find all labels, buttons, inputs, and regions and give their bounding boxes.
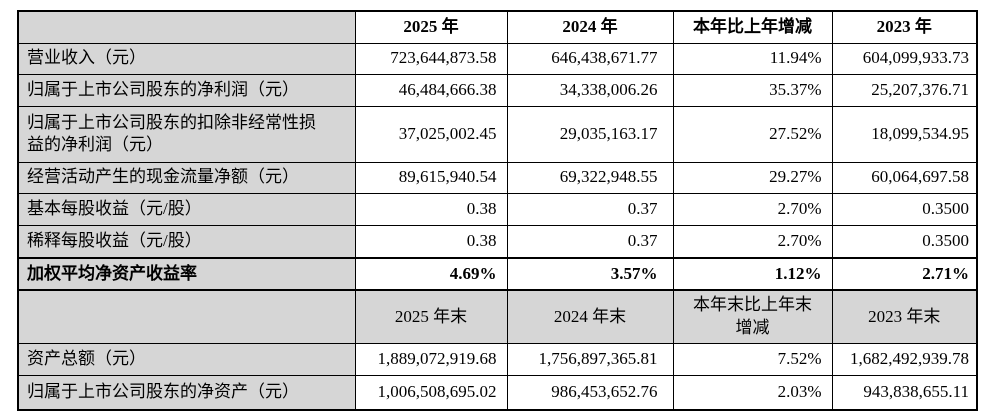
value-2025: 1,006,508,695.02 bbox=[354, 374, 508, 411]
row-label: 资产总额（元） bbox=[17, 342, 356, 376]
header-stub-cell bbox=[17, 10, 356, 44]
value-2024: 0.37 bbox=[506, 224, 674, 259]
value-2025: 723,644,873.58 bbox=[354, 42, 508, 75]
header-stub-cell bbox=[17, 289, 356, 344]
row-net-profit-attributable: 归属于上市公司股东的净利润（元） 46,484,666.38 34,338,00… bbox=[17, 73, 978, 107]
col-header-2025: 2025 年 bbox=[354, 10, 508, 44]
value-change: 2.03% bbox=[672, 374, 833, 411]
value-change: 29.27% bbox=[672, 161, 833, 194]
row-label: 营业收入（元） bbox=[17, 42, 356, 75]
value-2024: 69,322,948.55 bbox=[506, 161, 674, 194]
value-change: 11.94% bbox=[672, 42, 833, 75]
value-change: 1.12% bbox=[672, 257, 833, 291]
value-2025: 0.38 bbox=[354, 192, 508, 226]
row-label: 归属于上市公司股东的净利润（元） bbox=[17, 73, 356, 107]
value-change: 7.52% bbox=[672, 342, 833, 376]
row-basic-eps: 基本每股收益（元/股） 0.38 0.37 2.70% 0.3500 bbox=[17, 192, 978, 226]
value-2025: 1,889,072,919.68 bbox=[354, 342, 508, 376]
value-2023: 943,838,655.11 bbox=[831, 374, 978, 411]
value-2024: 34,338,006.26 bbox=[506, 73, 674, 107]
row-diluted-eps: 稀释每股收益（元/股） 0.38 0.37 2.70% 0.3500 bbox=[17, 224, 978, 259]
value-2023: 2.71% bbox=[831, 257, 978, 291]
value-2023: 1,682,492,939.78 bbox=[831, 342, 978, 376]
value-change: 2.70% bbox=[672, 224, 833, 259]
col-header-2023-yearend: 2023 年末 bbox=[831, 289, 978, 344]
row-label: 归属于上市公司股东的净资产（元） bbox=[17, 374, 356, 411]
value-change: 27.52% bbox=[672, 105, 833, 163]
row-label: 加权平均净资产收益率 bbox=[17, 257, 356, 291]
value-2025: 89,615,940.54 bbox=[354, 161, 508, 194]
col-header-2024-yearend: 2024 年末 bbox=[506, 289, 674, 344]
financial-summary-table: 2025 年 2024 年 本年比上年增减 2023 年 营业收入（元） 723… bbox=[17, 10, 978, 411]
row-label: 归属于上市公司股东的扣除非经常性损 益的净利润（元） bbox=[17, 105, 356, 163]
row-net-profit-excl-nonrecurring: 归属于上市公司股东的扣除非经常性损 益的净利润（元） 37,025,002.45… bbox=[17, 105, 978, 163]
row-label: 经营活动产生的现金流量净额（元） bbox=[17, 161, 356, 194]
year-end-header-row: 2025 年末 2024 年末 本年末比上年末 增减 2023 年末 bbox=[17, 289, 978, 344]
row-weighted-avg-roe: 加权平均净资产收益率 4.69% 3.57% 1.12% 2.71% bbox=[17, 257, 978, 291]
value-change: 35.37% bbox=[672, 73, 833, 107]
value-2024: 646,438,671.77 bbox=[506, 42, 674, 75]
col-header-2025-yearend: 2025 年末 bbox=[354, 289, 508, 344]
value-2025: 46,484,666.38 bbox=[354, 73, 508, 107]
value-2025: 4.69% bbox=[354, 257, 508, 291]
value-2024: 3.57% bbox=[506, 257, 674, 291]
row-label: 稀释每股收益（元/股） bbox=[17, 224, 356, 259]
value-2023: 18,099,534.95 bbox=[831, 105, 978, 163]
col-header-2023: 2023 年 bbox=[831, 10, 978, 44]
current-period-header-row: 2025 年 2024 年 本年比上年增减 2023 年 bbox=[17, 10, 978, 44]
row-operating-cash-flow: 经营活动产生的现金流量净额（元） 89,615,940.54 69,322,94… bbox=[17, 161, 978, 194]
value-2023: 25,207,376.71 bbox=[831, 73, 978, 107]
value-2023: 0.3500 bbox=[831, 224, 978, 259]
value-2024: 29,035,163.17 bbox=[506, 105, 674, 163]
col-header-change-yearend: 本年末比上年末 增减 bbox=[672, 289, 833, 344]
row-operating-revenue: 营业收入（元） 723,644,873.58 646,438,671.77 11… bbox=[17, 42, 978, 75]
row-label: 基本每股收益（元/股） bbox=[17, 192, 356, 226]
value-2024: 986,453,652.76 bbox=[506, 374, 674, 411]
value-change: 2.70% bbox=[672, 192, 833, 226]
value-2025: 37,025,002.45 bbox=[354, 105, 508, 163]
value-2023: 604,099,933.73 bbox=[831, 42, 978, 75]
col-header-2024: 2024 年 bbox=[506, 10, 674, 44]
row-total-assets: 资产总额（元） 1,889,072,919.68 1,756,897,365.8… bbox=[17, 342, 978, 376]
value-2025: 0.38 bbox=[354, 224, 508, 259]
value-2023: 60,064,697.58 bbox=[831, 161, 978, 194]
value-2023: 0.3500 bbox=[831, 192, 978, 226]
value-2024: 1,756,897,365.81 bbox=[506, 342, 674, 376]
col-header-change: 本年比上年增减 bbox=[672, 10, 833, 44]
value-2024: 0.37 bbox=[506, 192, 674, 226]
row-net-assets-attributable: 归属于上市公司股东的净资产（元） 1,006,508,695.02 986,45… bbox=[17, 374, 978, 411]
